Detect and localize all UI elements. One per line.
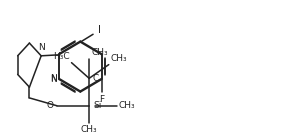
- Text: CH₃: CH₃: [81, 125, 98, 134]
- Text: H₃C: H₃C: [53, 52, 69, 61]
- Text: Si: Si: [93, 101, 102, 110]
- Text: N: N: [50, 75, 57, 84]
- Text: CH₃: CH₃: [111, 54, 127, 63]
- Text: F: F: [99, 95, 104, 104]
- Text: C: C: [92, 74, 98, 83]
- Text: CH₃: CH₃: [118, 101, 135, 110]
- Text: N: N: [50, 74, 57, 83]
- Text: CH₃: CH₃: [91, 48, 108, 57]
- Text: N: N: [38, 43, 45, 52]
- Text: I: I: [98, 25, 101, 35]
- Text: O: O: [47, 101, 54, 110]
